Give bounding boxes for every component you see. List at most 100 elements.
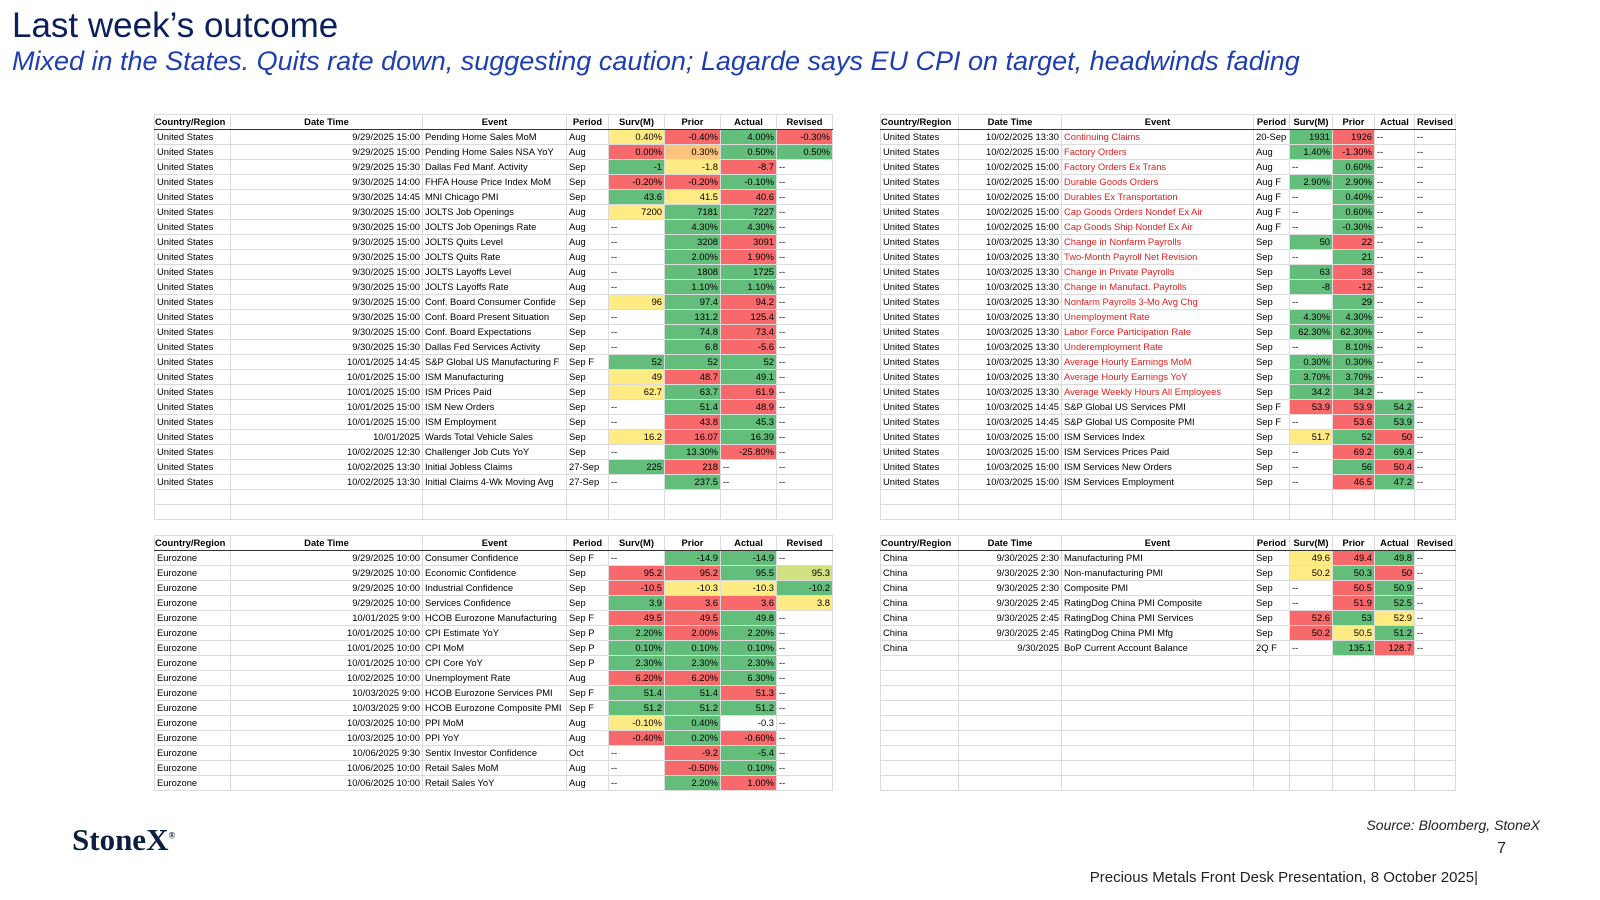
cell: -0.30% <box>776 129 833 145</box>
cell: -14.9 <box>720 550 777 566</box>
cell: Eurozone <box>154 685 231 701</box>
cell: -- <box>1374 144 1415 160</box>
cell: 51.2 <box>1374 625 1415 641</box>
cell: BoP Current Account Balance <box>1061 640 1254 656</box>
cell: 9/30/2025 2:45 <box>958 625 1062 641</box>
cell: Oct <box>566 745 609 761</box>
blank-row <box>880 745 1456 761</box>
cell: United States <box>154 234 231 250</box>
blank-cell <box>1332 730 1375 746</box>
cell: -10.2 <box>776 580 833 596</box>
cell: -- <box>1414 384 1456 400</box>
cell: Wards Total Vehicle Sales <box>422 429 567 445</box>
blank-cell <box>422 489 567 505</box>
cell: FHFA House Price Index MoM <box>422 174 567 190</box>
blank-cell <box>880 700 959 716</box>
cell: Aug <box>1253 144 1290 160</box>
blank-cell <box>1374 489 1415 505</box>
column-header: Country/Region <box>880 535 959 551</box>
data-row: China 9/30/2025 BoP Current Account Balanc… <box>880 640 1456 656</box>
cell: United States <box>880 354 959 370</box>
cell: Aug <box>1253 159 1290 175</box>
cell: Aug <box>566 219 609 235</box>
cell: Durable Goods Orders <box>1061 174 1254 190</box>
cell: Durables Ex Transportation <box>1061 189 1254 205</box>
cell: United States <box>880 339 959 355</box>
cell: 9/30/2025 15:00 <box>230 309 423 325</box>
cell: United States <box>880 129 959 145</box>
cell: United States <box>880 264 959 280</box>
cell: United States <box>880 144 959 160</box>
data-table: Country/Region Date Time Event Period Surv(M… <box>880 114 1456 520</box>
blank-row <box>880 670 1456 686</box>
blank-cell <box>1253 760 1290 776</box>
cell: Eurozone <box>154 760 231 776</box>
cell: ISM Services Prices Paid <box>1061 444 1254 460</box>
cell: Sep <box>1253 234 1290 250</box>
cell: 95.3 <box>776 565 833 581</box>
cell: Aug <box>566 264 609 280</box>
blank-cell <box>880 715 959 731</box>
cell: Aug <box>566 129 609 145</box>
cell: 10/01/2025 15:00 <box>230 369 423 385</box>
cell: -- <box>1414 204 1456 220</box>
cell: -- <box>1414 640 1456 656</box>
cell: ISM New Orders <box>422 399 567 415</box>
cell: 0.50% <box>776 144 833 160</box>
cell: Continuing Claims <box>1061 129 1254 145</box>
cell: -- <box>1289 219 1333 235</box>
cell: -- <box>1414 249 1456 265</box>
cell: 10/03/2025 13:30 <box>958 249 1062 265</box>
cell: MNI Chicago PMI <box>422 189 567 205</box>
blank-cell <box>1061 730 1254 746</box>
cell: 10/03/2025 13:30 <box>958 294 1062 310</box>
cell: JOLTS Quits Rate <box>422 249 567 265</box>
cell: 10/02/2025 15:00 <box>958 189 1062 205</box>
data-row: United States 10/03/2025 13:30 Average Hou… <box>880 369 1456 385</box>
cell: Conf. Board Consumer Confide <box>422 294 567 310</box>
data-row: United States 9/29/2025 15:00 Pending Home… <box>154 144 833 160</box>
cell: JOLTS Job Openings Rate <box>422 219 567 235</box>
cell: 7200 <box>608 204 665 220</box>
cell: 53.6 <box>1332 414 1375 430</box>
cell: -0.10% <box>608 715 665 731</box>
cell: Sep <box>1253 610 1290 626</box>
cell: United States <box>880 234 959 250</box>
cell: Sep <box>1253 294 1290 310</box>
cell: -- <box>1374 384 1415 400</box>
blank-cell <box>776 489 833 505</box>
cell: 2.00% <box>664 249 721 265</box>
cell: 27-Sep <box>566 459 609 475</box>
cell: HCOB Eurozone Services PMI <box>422 685 567 701</box>
cell: -- <box>776 670 833 686</box>
cell: 9/29/2025 10:00 <box>230 595 423 611</box>
cell: HCOB Eurozone Manufacturing <box>422 610 567 626</box>
cell: 2.20% <box>608 625 665 641</box>
cell: -5.4 <box>720 745 777 761</box>
cell: 41.5 <box>664 189 721 205</box>
cell: United States <box>880 459 959 475</box>
column-header: Revised <box>776 114 833 130</box>
blank-row <box>880 775 1456 791</box>
cell: 49 <box>608 369 665 385</box>
cell: 51.9 <box>1332 595 1375 611</box>
cell: United States <box>154 294 231 310</box>
cell: Sep <box>566 339 609 355</box>
cell: 43.8 <box>664 414 721 430</box>
cell: 10/02/2025 15:00 <box>958 204 1062 220</box>
blank-cell <box>1253 685 1290 701</box>
blank-cell <box>1414 715 1456 731</box>
cell: 50.5 <box>1332 580 1375 596</box>
data-row: Eurozone 10/06/2025 9:30 Sentix Investor C… <box>154 745 833 761</box>
blank-row <box>880 715 1456 731</box>
blank-cell <box>664 489 721 505</box>
cell: 97.4 <box>664 294 721 310</box>
column-header: Surv(M) <box>608 535 665 551</box>
cell: S&P Global US Services PMI <box>1061 399 1254 415</box>
cell: 9/29/2025 10:00 <box>230 565 423 581</box>
cell: Initial Jobless Claims <box>422 459 567 475</box>
cell: -- <box>776 339 833 355</box>
cell: -- <box>608 474 665 490</box>
column-header: Prior <box>664 114 721 130</box>
cell: 0.40% <box>608 129 665 145</box>
